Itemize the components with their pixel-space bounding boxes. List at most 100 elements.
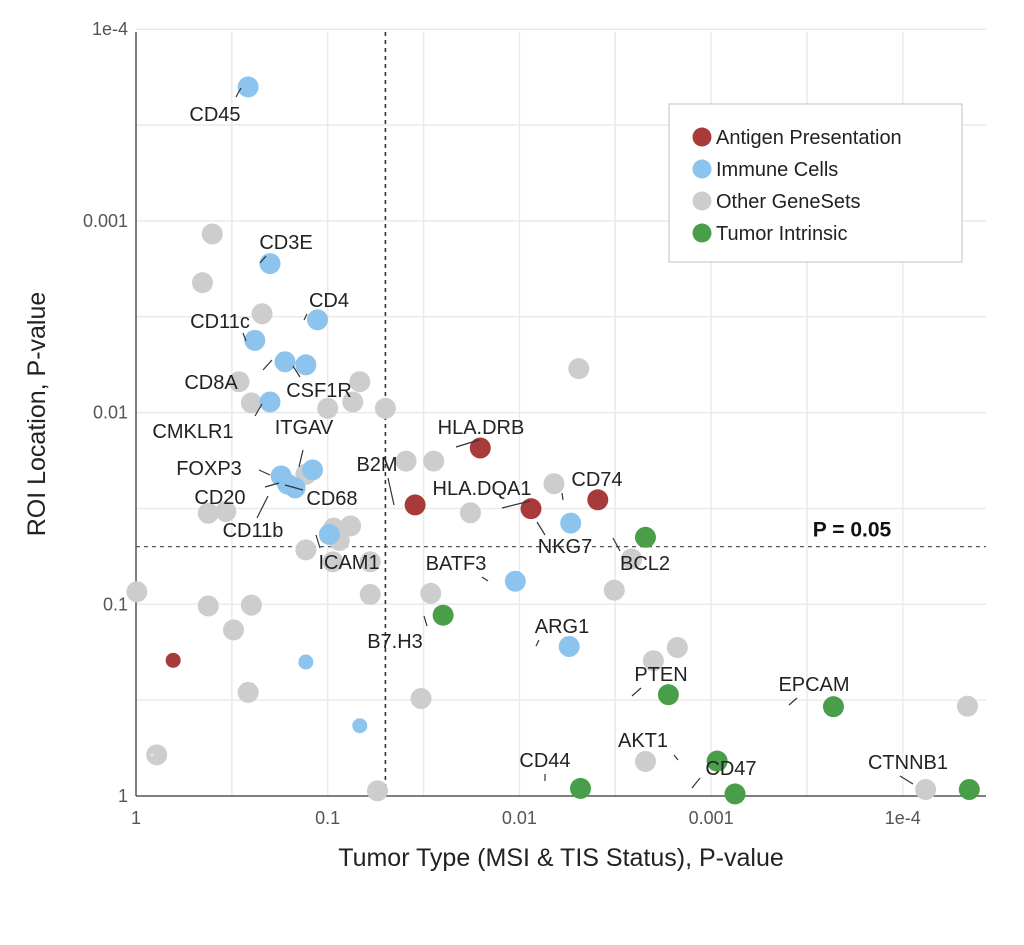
point-label: NKG7 [538,536,592,558]
legend-marker [692,127,712,147]
point-label: CD20 [194,487,245,509]
leader-line [242,332,247,342]
label-leader-lines [235,87,914,789]
leader-line [481,576,489,582]
data-point [307,309,329,331]
point-label: FOXP3 [176,458,242,480]
data-point [340,515,362,537]
tick-labels: 1 0.1 0.01 0.001 1e-4 1e-4 0.001 0.01 0.1 1 [83,19,921,828]
leader-line [788,697,798,706]
point-label: HLA.DQA1 [433,478,532,500]
point-label: B2M [356,454,397,476]
data-point [374,397,396,419]
data-point [634,750,656,772]
legend-marker [692,159,712,179]
legend-box [668,103,963,263]
data-point [603,579,625,601]
data-point [228,371,250,393]
point-label: AKT1 [618,730,668,752]
data-point [197,502,219,524]
leader-line [254,403,263,417]
data-point [404,494,426,516]
data-point [634,526,656,548]
data-point [191,272,213,294]
point-label: CD8A [184,372,238,394]
data-point [126,581,148,603]
leader-line [387,477,395,506]
leader-line [315,534,321,549]
legend-entry-label: Tumor Intrinsic [716,223,848,245]
leader-line [899,775,914,785]
data-point [146,744,168,766]
leader-line [631,687,642,697]
point-label: CD44 [519,750,570,772]
data-point [420,582,442,604]
leader-line [303,313,308,321]
leader-line [536,521,546,536]
data-point [352,718,368,734]
data-point [395,450,417,472]
leader-line [258,469,271,476]
point-label: CD11c [190,311,250,333]
data-point [302,459,324,481]
legend-marker [692,191,712,211]
leader-line [298,449,304,468]
x-tick-label: 0.01 [502,808,537,828]
leader-line [691,777,701,789]
data-point [560,512,582,534]
point-label: EPCAM [778,674,849,696]
axes [135,32,986,797]
point-label: HLA.DRB [438,417,525,439]
data-point [366,780,388,802]
data-point [298,654,314,670]
point-label: CD45 [189,104,240,126]
x-tick-label: 0.001 [689,808,734,828]
data-point [150,753,154,757]
data-point [520,498,542,520]
point-label: CSF1R [286,380,352,402]
threshold-label: P = 0.05 [813,519,892,542]
x-tick-label: 1e-4 [885,808,921,828]
data-point [432,604,454,626]
point-label: CD11b [223,520,284,542]
data-point [469,437,491,459]
legend-entry-label: Other GeneSets [716,191,861,213]
data-point [410,687,432,709]
point-label: PTEN [634,664,687,686]
point-label: CD74 [571,469,622,491]
data-point [322,551,344,573]
leader-line [235,87,242,98]
point-label: BATF3 [426,553,487,575]
leader-line [535,639,540,647]
y-tick-label: 0.01 [93,403,128,423]
data-point [359,583,381,605]
leader-line [264,482,280,488]
leader-line [423,615,428,627]
data-point [423,450,445,472]
y-tick-label: 0.001 [83,211,128,231]
y-tick-label: 1e-4 [92,19,128,39]
leader-line [262,359,273,371]
x-tick-label: 1 [131,808,141,828]
point-label: CD68 [306,488,357,510]
data-point [215,500,237,522]
data-point [274,351,296,373]
legend-entry-label: Immune Cells [716,159,838,181]
point-labels: CD45 CD3E CD4 CD11c CD8A CSF1R CMKLR1 ITGAV FOXP… [152,104,948,780]
point-label: ICAM1 [318,552,379,574]
data-point [459,502,481,524]
legend-entry-label: Antigen Presentation [716,127,902,149]
data-point [956,695,978,717]
leader-line [455,439,480,448]
point-label: ITGAV [275,417,334,439]
data-point [237,76,259,98]
point-label: ARG1 [535,616,589,638]
data-point [244,329,266,351]
point-label: CMKLR1 [152,421,233,443]
data-point [570,777,592,799]
data-point [240,392,262,414]
data-point [295,539,317,561]
y-tick-label: 0.1 [103,594,128,614]
data-point [621,548,643,570]
